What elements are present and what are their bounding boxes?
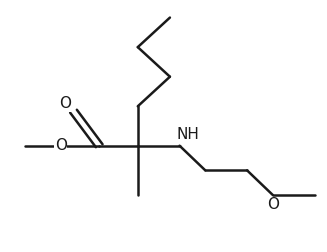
Text: NH: NH — [176, 127, 199, 142]
Text: O: O — [55, 138, 67, 153]
Text: O: O — [267, 197, 279, 212]
Text: O: O — [60, 96, 72, 111]
